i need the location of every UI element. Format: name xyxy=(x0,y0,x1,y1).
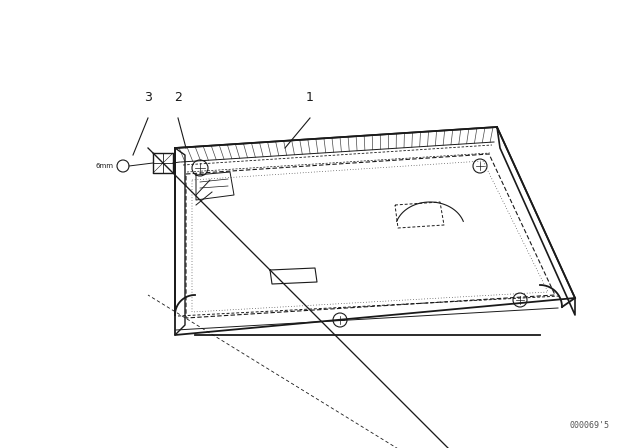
Text: 6mm: 6mm xyxy=(95,163,113,169)
Text: 3: 3 xyxy=(144,91,152,104)
Text: 1: 1 xyxy=(306,91,314,104)
Text: 000069'5: 000069'5 xyxy=(570,421,610,430)
Text: 2: 2 xyxy=(174,91,182,104)
